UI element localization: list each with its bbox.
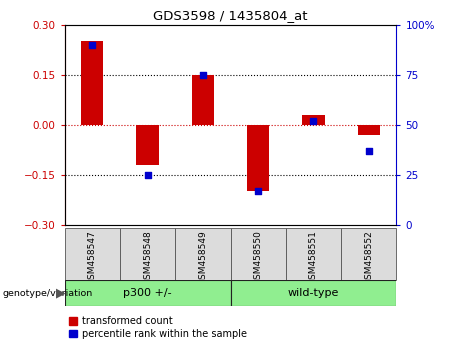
Text: GSM458548: GSM458548 bbox=[143, 230, 152, 285]
Point bbox=[365, 148, 372, 154]
Bar bbox=[286, 228, 341, 280]
Text: ▶: ▶ bbox=[56, 287, 65, 299]
Text: genotype/variation: genotype/variation bbox=[2, 289, 93, 298]
Point bbox=[144, 172, 151, 178]
Bar bbox=[120, 228, 175, 280]
Text: GSM458551: GSM458551 bbox=[309, 230, 318, 285]
Text: GSM458547: GSM458547 bbox=[88, 230, 97, 285]
Point bbox=[310, 118, 317, 124]
Bar bbox=[358, 125, 380, 135]
Title: GDS3598 / 1435804_at: GDS3598 / 1435804_at bbox=[153, 9, 308, 22]
Bar bbox=[302, 115, 325, 125]
Bar bbox=[230, 280, 396, 306]
Bar bbox=[341, 228, 396, 280]
Legend: transformed count, percentile rank within the sample: transformed count, percentile rank withi… bbox=[70, 316, 247, 339]
Text: GSM458550: GSM458550 bbox=[254, 230, 263, 285]
Point bbox=[254, 188, 262, 194]
Text: GSM458549: GSM458549 bbox=[198, 230, 207, 285]
Bar bbox=[65, 228, 120, 280]
Point bbox=[199, 72, 207, 78]
Text: GSM458552: GSM458552 bbox=[364, 230, 373, 285]
Bar bbox=[81, 41, 103, 125]
Bar bbox=[247, 125, 269, 192]
Bar bbox=[192, 75, 214, 125]
Bar bbox=[175, 228, 230, 280]
Bar bbox=[230, 228, 286, 280]
Text: p300 +/-: p300 +/- bbox=[123, 288, 172, 298]
Bar bbox=[136, 125, 159, 165]
Text: wild-type: wild-type bbox=[288, 288, 339, 298]
Bar bbox=[65, 280, 230, 306]
Point bbox=[89, 42, 96, 48]
